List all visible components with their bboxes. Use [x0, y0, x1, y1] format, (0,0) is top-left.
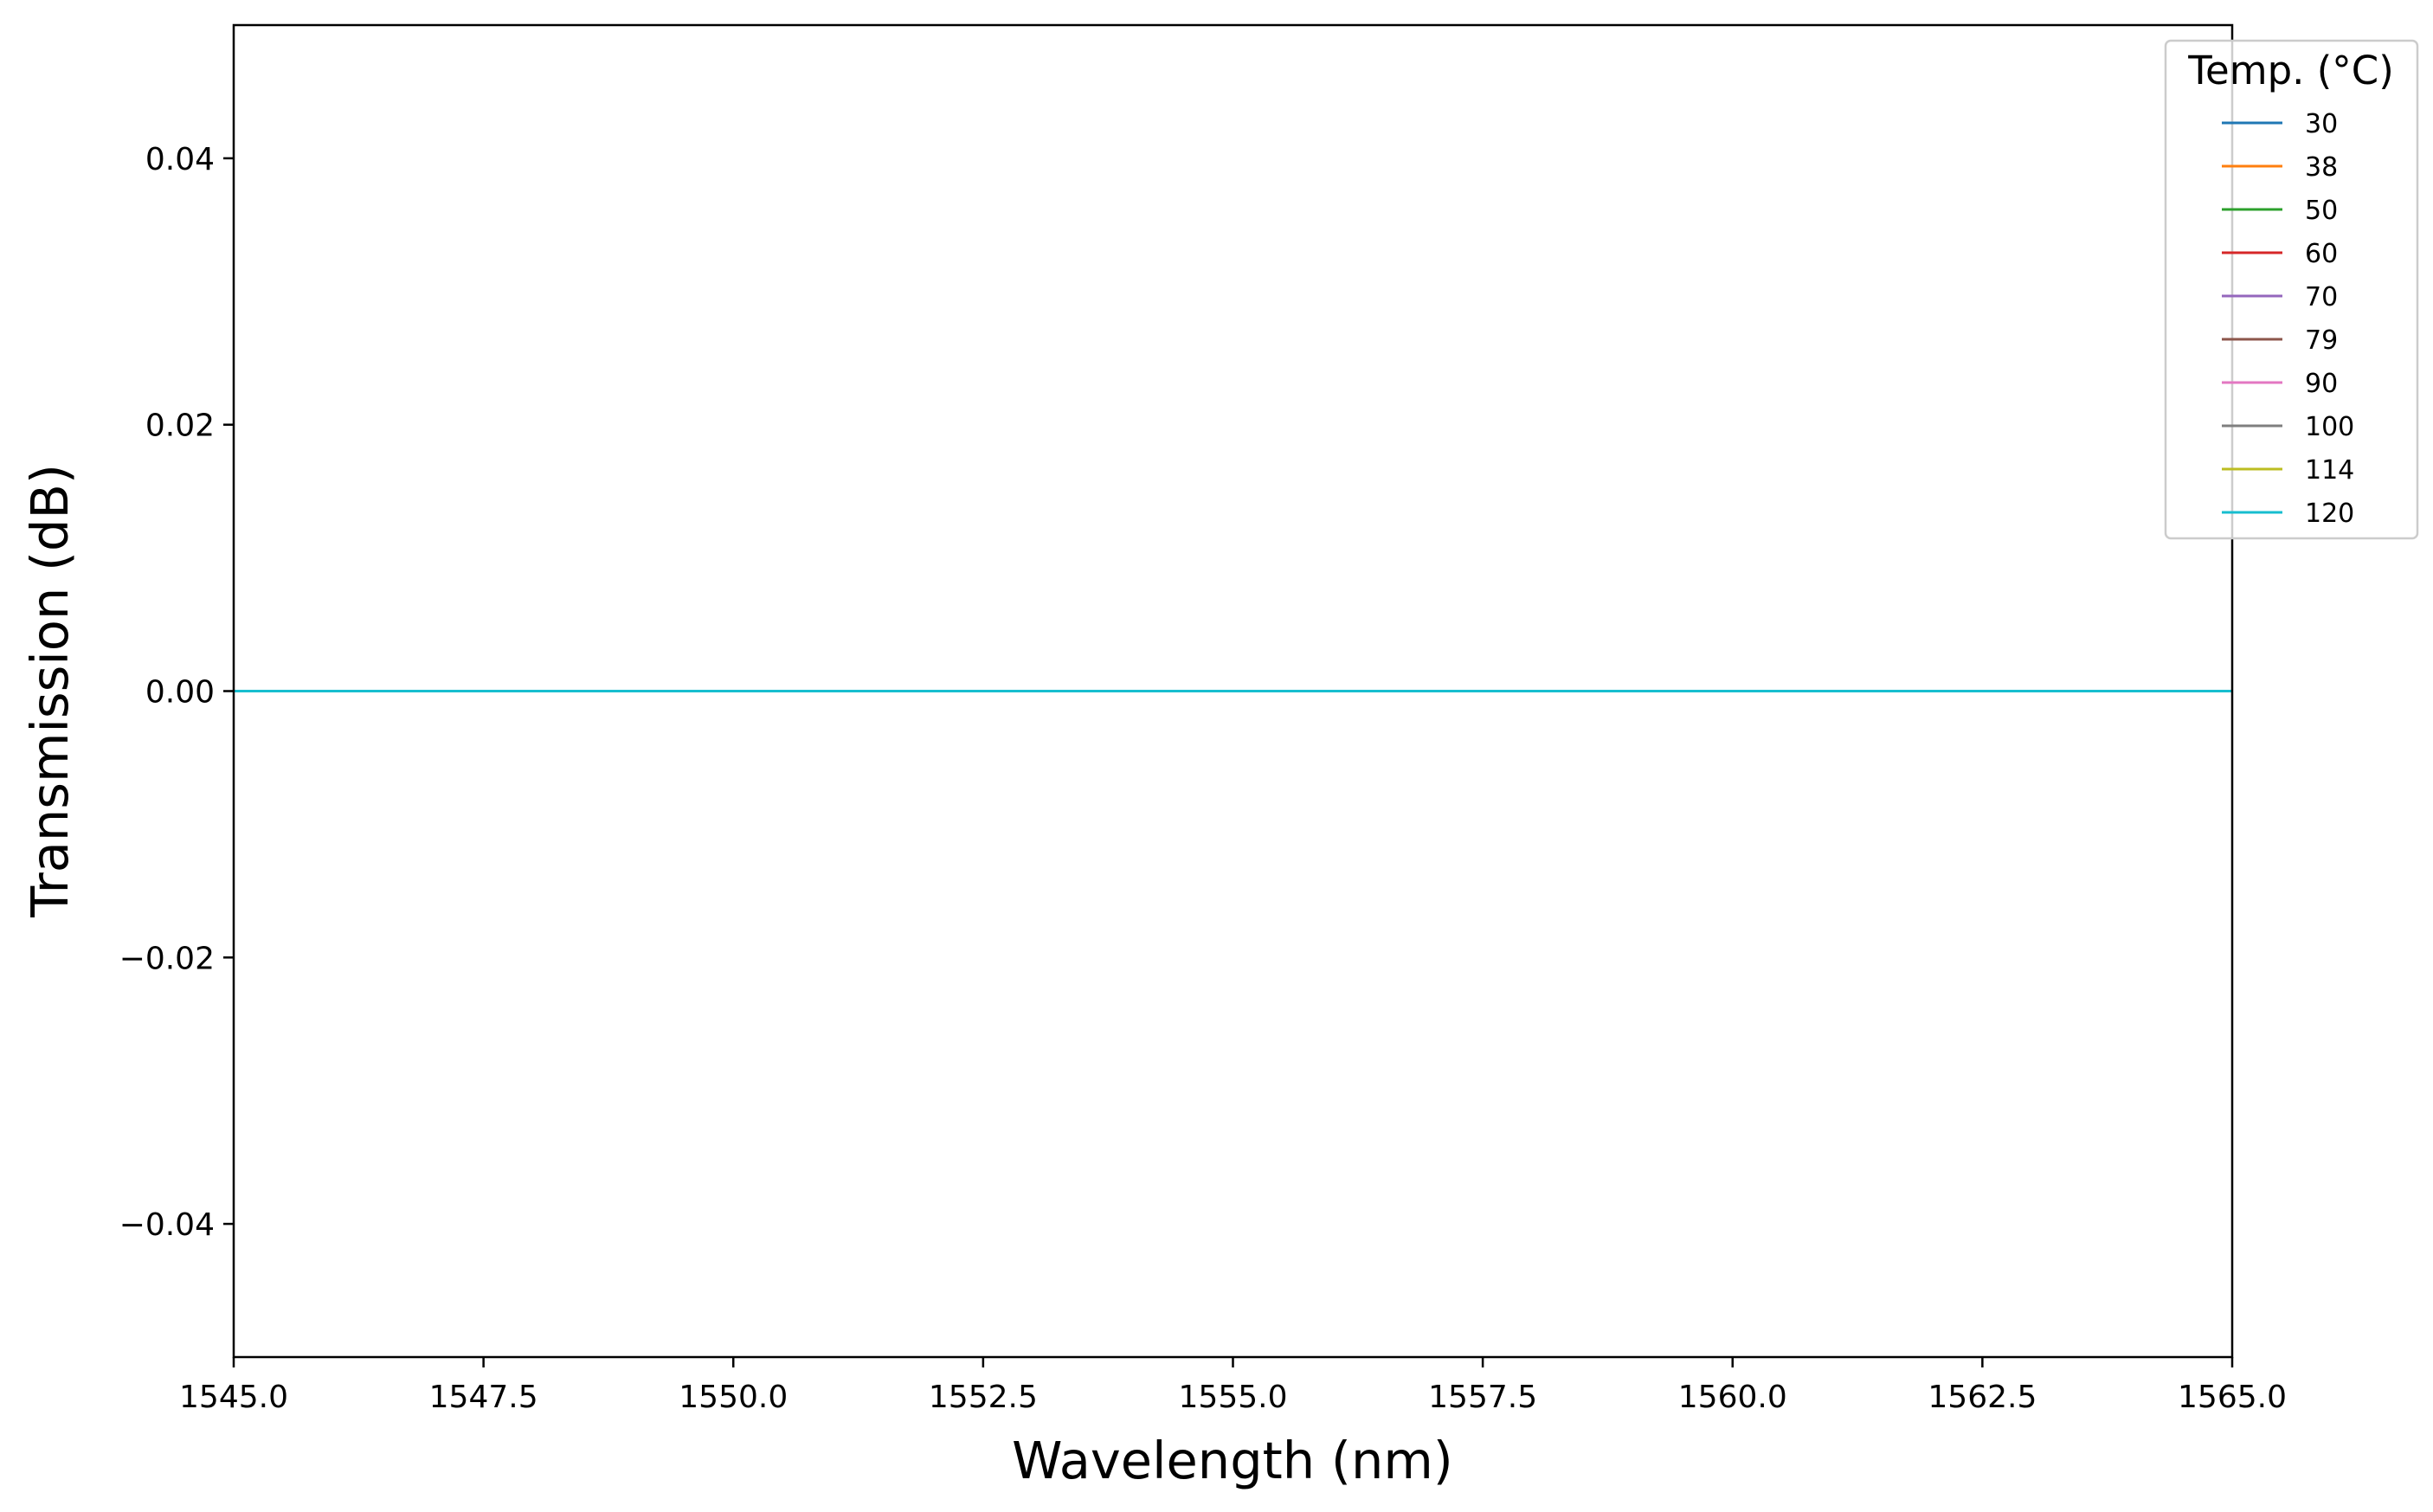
legend-label-30: 30	[2305, 109, 2338, 139]
legend-label-50: 50	[2305, 196, 2338, 226]
legend-label-70: 70	[2305, 282, 2338, 312]
x-axis-title: Wavelength (nm)	[1012, 1431, 1453, 1490]
y-axis-title: Transmission (dB)	[20, 464, 80, 918]
x-tick-label: 1545.0	[179, 1380, 288, 1415]
legend-label-90: 90	[2305, 369, 2338, 399]
x-tick-label: 1560.0	[1678, 1380, 1787, 1415]
x-axis: 1545.0 1547.5 1550.0 1552.5 1555.0 1557.5 1560…	[179, 1357, 2287, 1415]
x-tick-label: 1547.5	[429, 1380, 538, 1415]
x-tick-label: 1565.0	[2178, 1380, 2287, 1415]
y-tick-label: 0.00	[145, 675, 215, 711]
legend-label-60: 60	[2305, 239, 2338, 269]
x-tick-label: 1555.0	[1179, 1380, 1288, 1415]
x-tick-label: 1550.0	[679, 1380, 788, 1415]
legend: Temp. (°C) 30 38 50 60 70 79 90 100 114 120	[2164, 39, 2419, 540]
y-tick-label: 0.02	[145, 409, 215, 444]
x-tick-label: 1557.5	[1428, 1380, 1537, 1415]
y-tick-label: −0.02	[119, 941, 215, 976]
legend-label-100: 100	[2305, 412, 2354, 442]
legend-label-38: 38	[2305, 152, 2338, 183]
y-tick-label: −0.04	[119, 1207, 215, 1243]
x-tick-label: 1562.5	[1928, 1380, 2037, 1415]
y-tick-label: 0.04	[145, 142, 215, 177]
legend-frame	[2164, 39, 2419, 540]
legend-label-79: 79	[2305, 325, 2338, 356]
x-tick-label: 1552.5	[929, 1380, 1038, 1415]
legend-entries: 30 38 50 60 70 79 90 100 114 120	[2222, 109, 2354, 529]
legend-title: Temp. (°C)	[2187, 48, 2394, 93]
legend-label-114: 114	[2305, 455, 2354, 486]
y-axis: 0.04 0.02 0.00 −0.02 −0.04	[119, 142, 234, 1243]
legend-label-120: 120	[2305, 499, 2354, 529]
